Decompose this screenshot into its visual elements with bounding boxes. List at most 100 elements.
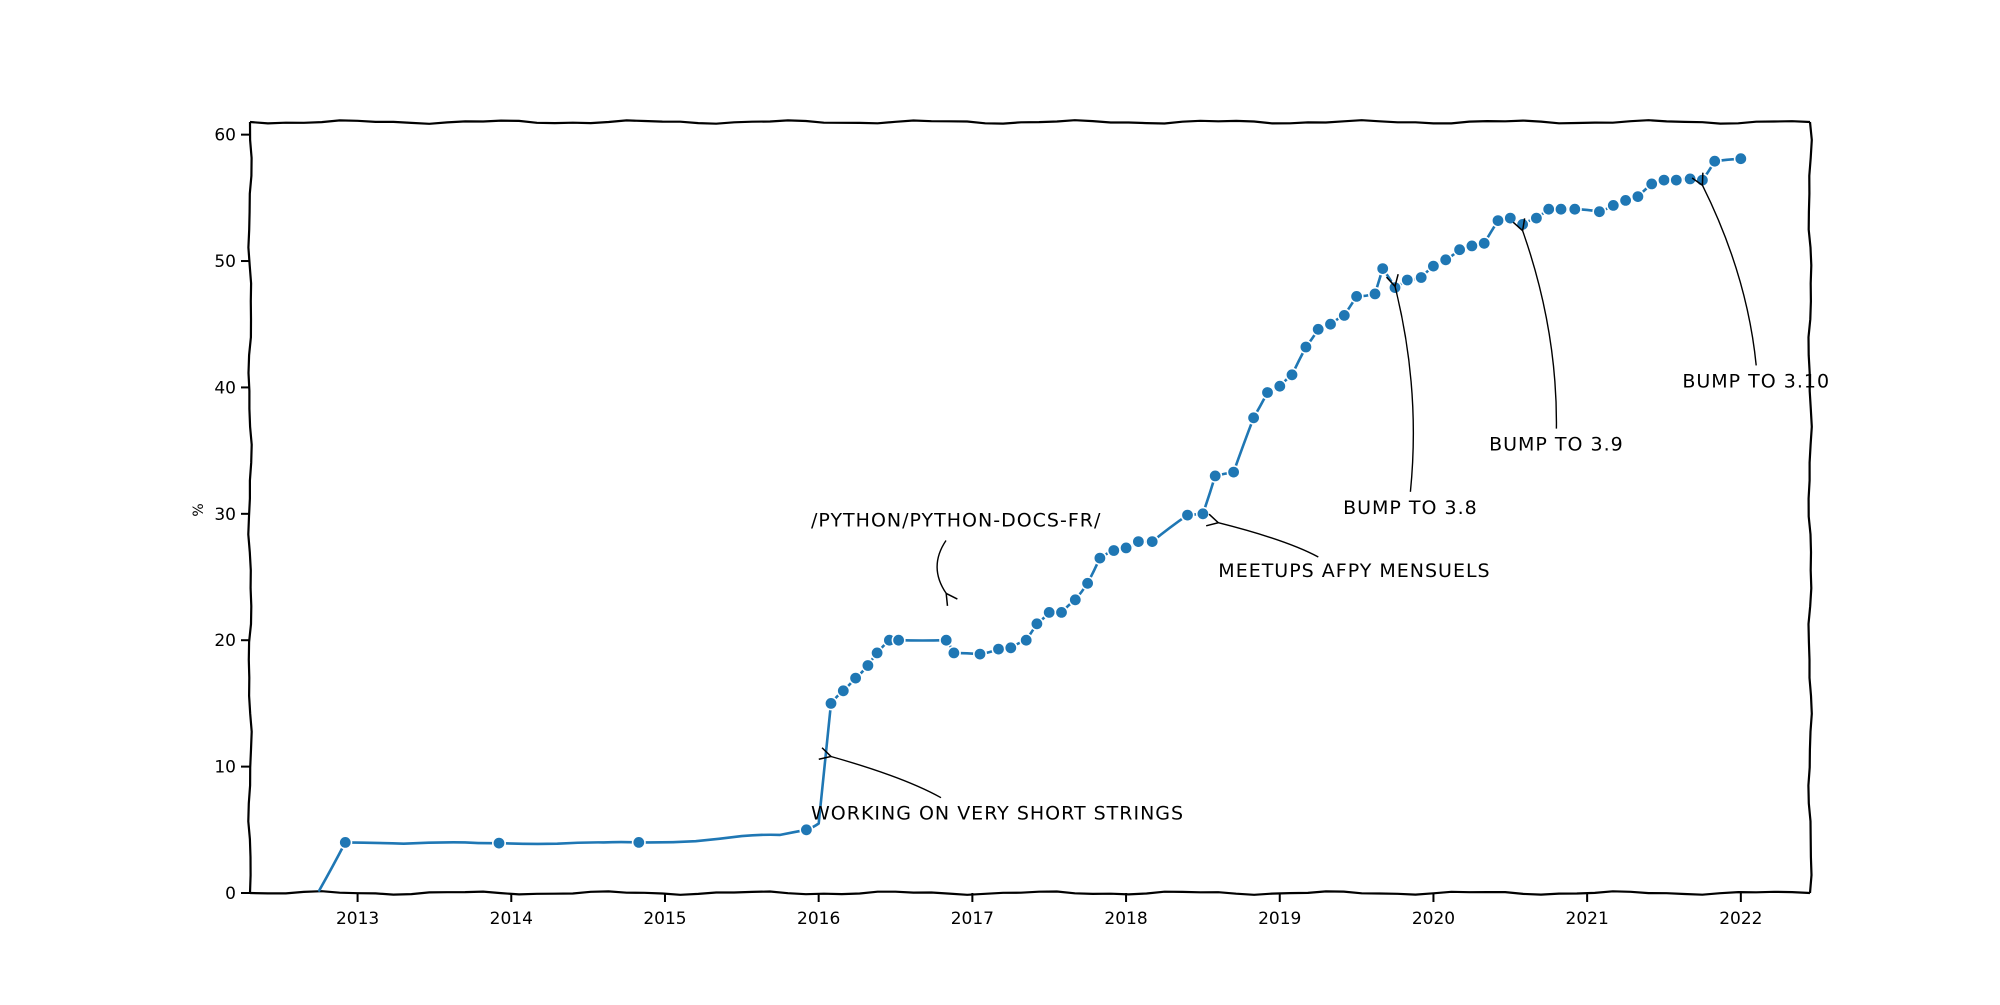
annotation-label: /PYTHON/PYTHON-DOCS-FR/ <box>811 510 1101 532</box>
data-point <box>870 645 885 660</box>
y-tick-label: 10 <box>214 758 236 778</box>
annotation-label: WORKING ON VERY SHORT STRINGS <box>811 803 1184 825</box>
data-point <box>1285 367 1300 382</box>
frame-right <box>1807 121 1813 894</box>
x-tick-label: 2015 <box>643 909 686 929</box>
x-tick-label: 2021 <box>1566 909 1609 929</box>
data-point <box>991 642 1006 657</box>
x-tick-label: 2014 <box>490 909 533 929</box>
data-point <box>1195 506 1210 521</box>
x-tick-label: 2018 <box>1104 909 1147 929</box>
data-point <box>1054 605 1069 620</box>
data-point <box>799 822 814 837</box>
data-point <box>1452 242 1467 257</box>
data-point <box>1068 592 1083 607</box>
data-point <box>1106 543 1121 558</box>
data-point <box>1349 289 1364 304</box>
data-point <box>1503 211 1518 226</box>
data-point <box>1515 217 1530 232</box>
data-point <box>972 647 987 662</box>
data-point <box>823 696 838 711</box>
annotation-arrow <box>936 540 946 594</box>
annotation: /PYTHON/PYTHON-DOCS-FR/ <box>811 510 1101 594</box>
data-point <box>1414 270 1429 285</box>
data-point <box>1733 151 1748 166</box>
annotation-arrow <box>1702 185 1757 366</box>
data-point <box>1644 176 1659 191</box>
x-tick-label: 2017 <box>951 909 994 929</box>
data-point <box>860 658 875 673</box>
annotation-arrow <box>1395 286 1415 492</box>
data-point <box>1375 261 1390 276</box>
data-point <box>1426 259 1441 274</box>
x-tick-label: 2019 <box>1258 909 1301 929</box>
data-point <box>1477 236 1492 251</box>
data-point <box>1311 322 1326 337</box>
annotation-label: BUMP TO 3.10 <box>1682 370 1830 392</box>
frame-left <box>247 121 253 894</box>
data-point <box>1145 534 1160 549</box>
annotation: BUMP TO 3.8 <box>1343 286 1478 519</box>
annotation-label: BUMP TO 3.8 <box>1343 497 1478 519</box>
data-point <box>1246 410 1261 425</box>
y-tick-label: 0 <box>225 884 236 904</box>
data-point <box>1464 238 1479 253</box>
annotation: BUMP TO 3.10 <box>1682 185 1830 392</box>
frame-top <box>249 119 1811 125</box>
data-point <box>1630 189 1645 204</box>
data-point <box>1669 173 1684 188</box>
data-point <box>1438 252 1453 267</box>
y-tick-label: 50 <box>214 252 236 272</box>
annotation: WORKING ON VERY SHORT STRINGS <box>811 757 1184 825</box>
data-point <box>1180 508 1195 523</box>
data-point <box>1131 534 1146 549</box>
data-point <box>1272 379 1287 394</box>
data-point <box>1606 198 1621 213</box>
annotation: BUMP TO 3.9 <box>1489 231 1624 456</box>
y-tick-label: 60 <box>214 126 236 146</box>
data-point <box>1554 202 1569 217</box>
data-point <box>1226 465 1241 480</box>
data-point <box>1695 173 1710 188</box>
y-tick-label: 20 <box>214 631 236 651</box>
data-point <box>631 835 646 850</box>
data-point <box>1683 171 1698 186</box>
data-point <box>1092 551 1107 566</box>
plot-frame <box>247 119 1813 896</box>
annotation-arrow <box>1523 231 1558 429</box>
data-point <box>338 835 353 850</box>
annotation: MEETUPS AFPY MENSUELS <box>1218 523 1490 582</box>
x-tick-label: 2016 <box>797 909 840 929</box>
data-point <box>1657 173 1672 188</box>
data-point <box>1707 154 1722 169</box>
x-tick-label: 2013 <box>336 909 379 929</box>
data-point <box>1337 308 1352 323</box>
annotation-arrow <box>831 757 942 799</box>
data-point <box>1208 468 1223 483</box>
frame-bottom <box>249 890 1811 896</box>
data-point <box>1260 385 1275 400</box>
data-point <box>1541 202 1556 217</box>
annotation-label: BUMP TO 3.9 <box>1489 434 1624 456</box>
data-point <box>1567 202 1582 217</box>
data-point <box>1400 272 1415 287</box>
data-point <box>1119 540 1134 555</box>
data-point <box>891 633 906 648</box>
annotation-arrow <box>1218 523 1319 558</box>
data-point <box>1592 204 1607 219</box>
data-point <box>848 671 863 686</box>
data-point <box>1529 211 1544 226</box>
y-tick-label: 40 <box>214 378 236 398</box>
data-point <box>1019 633 1034 648</box>
axis-ticks: 2013 2014 2015 2016 2017 2018 2019 2020 2021 2022… <box>214 126 1762 929</box>
data-point <box>1298 339 1313 354</box>
data-point <box>1042 605 1057 620</box>
data-point <box>1003 640 1018 655</box>
data-point <box>1618 193 1633 208</box>
series-markers <box>338 151 1748 851</box>
x-tick-label: 2020 <box>1412 909 1455 929</box>
data-point <box>1491 213 1506 228</box>
data-point <box>939 633 954 648</box>
